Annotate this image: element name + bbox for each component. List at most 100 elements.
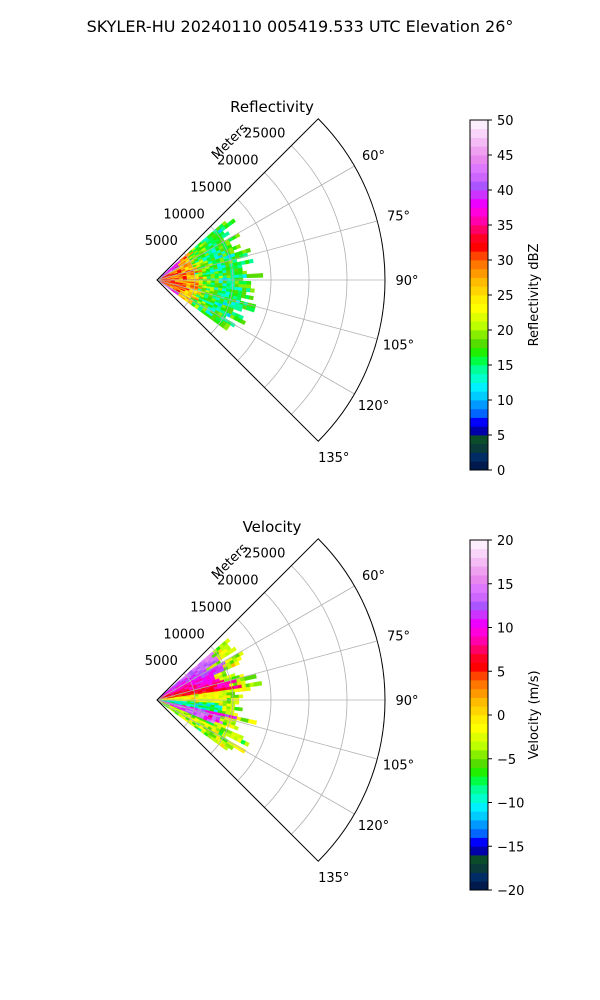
azimuth-tick-label: 75° [387,629,410,644]
colorbar-bin [470,811,488,821]
colorbar-tick-label: 15 [497,359,514,374]
data-cell [238,707,243,712]
colorbar-tick-label: 50 [497,114,514,129]
colorbar-bin [470,548,488,558]
data-cell [198,276,204,280]
colorbar-bin [470,767,488,777]
data-cell [210,693,216,697]
colorbar-tick-label: 20 [497,534,514,549]
colorbar-bin [470,828,488,838]
figure-title: SKYLER-HU 20240110 005419.533 UTC Elevat… [87,17,514,36]
colorbar: 0 5 10 15 20 25 30 35 40 45 50 Reflectivity dBZ [469,114,542,479]
data-cell [242,270,248,275]
range-tick-label: 5000 [145,654,178,669]
data-cell [222,695,228,699]
colorbar-bin [470,653,488,663]
colorbar-bin [470,583,488,593]
colorbar-bin [470,163,488,173]
range-tick-label: 25000 [244,547,285,562]
data-cell [222,275,228,279]
colorbar-tick-label: −20 [497,884,524,899]
colorbar-bin [470,242,488,252]
range-tick-label: 15000 [190,180,231,195]
colorbar-tick-label: −15 [497,840,524,855]
data-cell [222,280,228,284]
colorbar-bin [470,697,488,707]
colorbar-bin [470,408,488,418]
colorbar-bin [470,225,488,235]
data-cell [242,274,248,279]
colorbar-bin [470,636,488,646]
colorbar-bin [470,881,488,891]
panel-title: Velocity [243,518,302,536]
colorbar-tick-label: 0 [497,464,505,479]
azimuth-tick-label: 90° [395,274,418,289]
data-cell [251,674,257,680]
data-cell [234,277,240,282]
data-cell [234,694,240,699]
data-cell [234,280,240,285]
data-cell [249,288,255,293]
data-cell [228,744,234,751]
data-cell [242,280,248,285]
data-cell [246,287,251,293]
data-cell [218,273,224,277]
data-cell [257,680,263,687]
data-cell [234,700,240,705]
colorbar-bin [470,872,488,882]
data-cell [238,277,244,282]
data-cell [218,693,224,697]
data-cell [206,276,212,280]
colorbar-bin [470,715,488,725]
data-cell [245,686,251,692]
azimuth-line [156,699,355,815]
data-cell [218,695,224,699]
data-cell [242,284,248,289]
data-cell [223,325,229,331]
colorbar-tick-label: −5 [497,753,516,768]
reflectivity-panel: Reflectivity 500010000150002000025000Met… [145,98,542,479]
azimuth-tick-label: 105° [383,759,414,774]
colorbar-bin [470,540,488,550]
colorbar-bin [470,785,488,795]
colorbar-tick-label: 5 [497,429,505,444]
data-cell [235,244,242,250]
colorbar-bin [470,198,488,208]
colorbar-bin [470,216,488,226]
colorbar-bin [470,277,488,287]
colorbar-bin [470,155,488,165]
data-cell [233,725,239,731]
colorbar-bin [470,855,488,865]
data-cell [246,284,252,289]
data-cell [231,646,237,653]
azimuth-line [156,585,355,701]
colorbar-bin [470,452,488,462]
data-cell [238,280,244,285]
data-cell [234,271,240,276]
colorbar-bin [470,575,488,585]
data-cell [226,275,232,279]
azimuth-tick-label: 120° [358,399,389,414]
azimuth-line [156,220,378,281]
azimuth-tick-label: 75° [387,209,410,224]
azimuth-tick-label: 60° [362,569,385,584]
colorbar-bin [470,601,488,611]
colorbar-tick-label: 40 [497,184,514,199]
data-cell [243,741,250,747]
range-tick-label: 15000 [190,600,231,615]
colorbar-bin [470,706,488,716]
colorbar-bin [470,312,488,322]
colorbar-bin [470,645,488,655]
colorbar-bin [470,356,488,366]
colorbar-bin [470,260,488,270]
colorbar-bin [470,338,488,348]
colorbar-bin [470,435,488,445]
data-cell [234,706,239,711]
data-cell [245,247,252,254]
axes-frame [156,538,386,862]
data-cell [237,306,243,312]
sector-outline [156,538,386,862]
